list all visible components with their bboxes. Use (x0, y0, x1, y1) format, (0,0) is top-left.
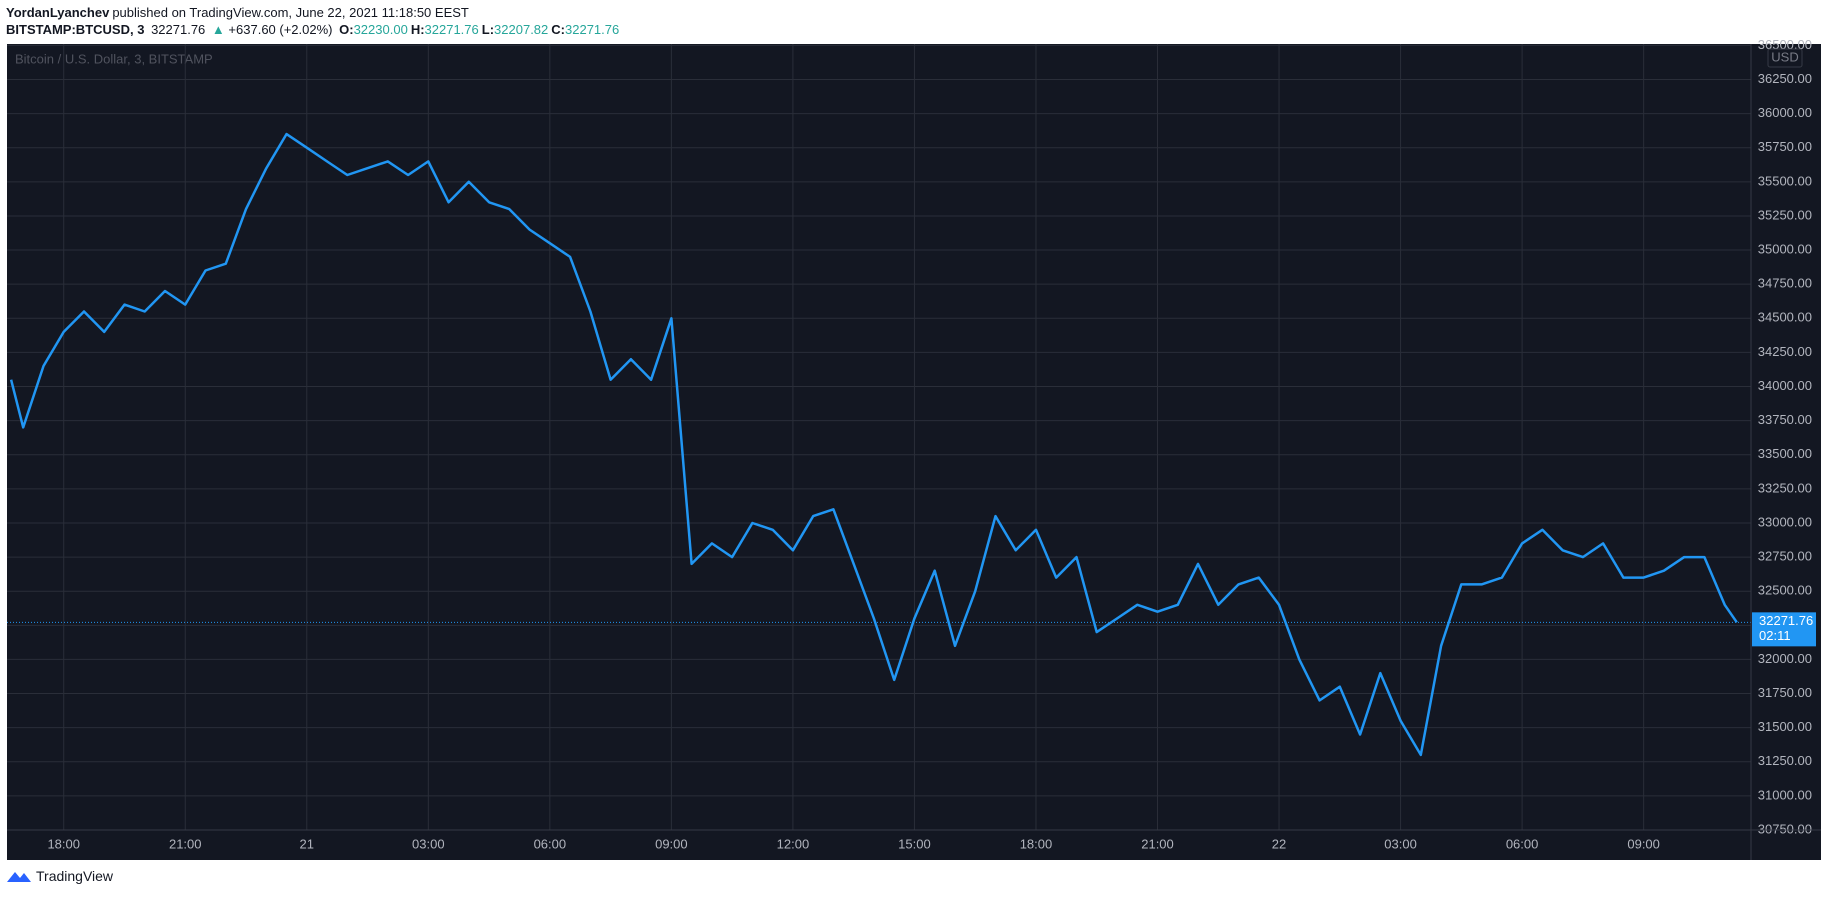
x-tick-label: 06:00 (1506, 836, 1539, 851)
x-tick-label: 21 (300, 836, 314, 851)
logo (7, 872, 31, 882)
y-tick-label: 33000.00 (1758, 514, 1812, 529)
y-tick-label: 36000.00 (1758, 105, 1812, 120)
y-tick-label: 34500.00 (1758, 310, 1812, 325)
y-tick-label: 35000.00 (1758, 241, 1812, 256)
arrow: ▲ (211, 22, 225, 37)
ohlc-value: 32271.76 (565, 22, 620, 37)
ohlc-label: O: (339, 22, 354, 37)
symbol: BITSTAMP:BTCUSD, 3 (6, 22, 145, 37)
x-tick-label: 21:00 (169, 836, 202, 851)
y-tick-label: 34250.00 (1758, 344, 1812, 359)
published: published on TradingView.com, June 22, 2… (112, 5, 469, 20)
author-line: YordanLyanchev published on TradingView.c… (6, 4, 625, 21)
change: +637.60 (+2.02%) (228, 22, 333, 37)
y-tick-label: 33250.00 (1758, 480, 1812, 495)
x-tick-label: 18:00 (1020, 836, 1053, 851)
x-tick-label: 09:00 (655, 836, 688, 851)
y-tick-label: 31000.00 (1758, 787, 1812, 802)
y-tick-label: 35750.00 (1758, 139, 1812, 154)
y-tick-label: 35250.00 (1758, 207, 1812, 222)
x-tick-label: 03:00 (412, 836, 445, 851)
countdown: 02:11 (1759, 628, 1791, 643)
ohlc-value: 32207.82 (494, 22, 549, 37)
header: YordanLyanchev published on TradingView.c… (6, 4, 625, 38)
y-tick-label: 30750.00 (1758, 821, 1812, 836)
x-tick-label: 12:00 (777, 836, 810, 851)
price-tag-label: 32271.76 (1759, 613, 1813, 628)
quote-line: BITSTAMP:BTCUSD, 3 32271.76 ▲ +637.60 (+… (6, 21, 625, 38)
currency: USD (1771, 49, 1798, 64)
y-tick-label: 31750.00 (1758, 685, 1812, 700)
last-price: 32271.76 (151, 22, 206, 37)
x-tick-label: 22 (1272, 836, 1286, 851)
ohlc-label: L: (481, 22, 495, 37)
y-tick-label: 33750.00 (1758, 412, 1812, 427)
y-tick-label: 35500.00 (1758, 173, 1812, 188)
price-line (9, 132, 1738, 757)
currency-box (1767, 48, 1803, 68)
y-tick-label: 31500.00 (1758, 719, 1812, 734)
ohlc-value: 32271.76 (424, 22, 479, 37)
y-tick-label: 33500.00 (1758, 446, 1812, 461)
footer: TradingView (6, 868, 113, 884)
y-tick-label: 32500.00 (1758, 583, 1812, 598)
price-tag (1752, 612, 1816, 647)
x-tick-label: 21:00 (1141, 836, 1174, 851)
brand: TradingView (36, 868, 114, 884)
ohlc: O:32230.00 H:32271.76 L:32207.82 C:32271.76 (339, 22, 622, 37)
y-tick-label: 36500.00 (1758, 37, 1812, 52)
x-tick-label: 06:00 (534, 836, 567, 851)
logo-shape (7, 872, 31, 882)
x-tick-label: 18:00 (47, 836, 80, 851)
x-tick-label: 03:00 (1384, 836, 1417, 851)
ohlc-label: C: (551, 22, 565, 37)
y-tick-label: 31250.00 (1758, 753, 1812, 768)
y-tick-label: 34000.00 (1758, 378, 1812, 393)
ohlc-value: 32230.00 (353, 22, 408, 37)
author: YordanLyanchev (6, 5, 110, 20)
x-tick-label: 09:00 (1627, 836, 1660, 851)
y-tick-label: 36250.00 (1758, 71, 1812, 86)
chart-title: Bitcoin / U.S. Dollar, 3, BITSTAMP (15, 51, 213, 66)
y-tick-label: 32750.00 (1758, 549, 1812, 564)
y-tick-label: 32000.00 (1758, 651, 1812, 666)
x-tick-label: 15:00 (898, 836, 931, 851)
ohlc-label: H: (410, 22, 425, 37)
y-tick-label: 34750.00 (1758, 276, 1812, 291)
